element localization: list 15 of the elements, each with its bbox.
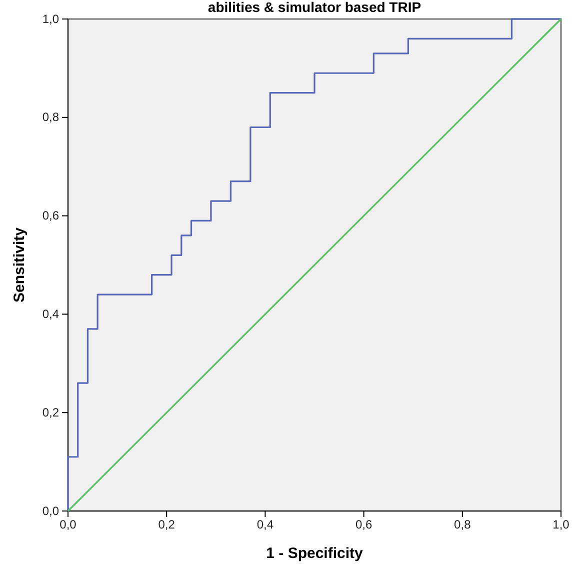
y-tick-label: 0,0	[42, 504, 60, 518]
x-axis-title: 1 - Specificity	[266, 545, 364, 562]
y-tick-label: 0,2	[42, 405, 60, 420]
y-axis-title: Sensitivity	[11, 226, 28, 303]
y-tick-label: 0,6	[42, 208, 60, 223]
x-tick-label: 0,8	[454, 518, 472, 532]
y-tick-label: 0,8	[42, 110, 60, 124]
chart-title: abilities & simulator based TRIP	[208, 0, 422, 15]
x-tick-label: 0,6	[355, 518, 372, 532]
y-tick-label: 0,4	[42, 307, 60, 322]
x-tick-label: 0,4	[256, 518, 274, 532]
x-tick-label: 1,0	[552, 518, 570, 532]
x-tick-label: 0,0	[60, 518, 77, 532]
y-tick-label: 1,0	[42, 12, 60, 26]
x-tick-label: 0,2	[158, 518, 176, 532]
